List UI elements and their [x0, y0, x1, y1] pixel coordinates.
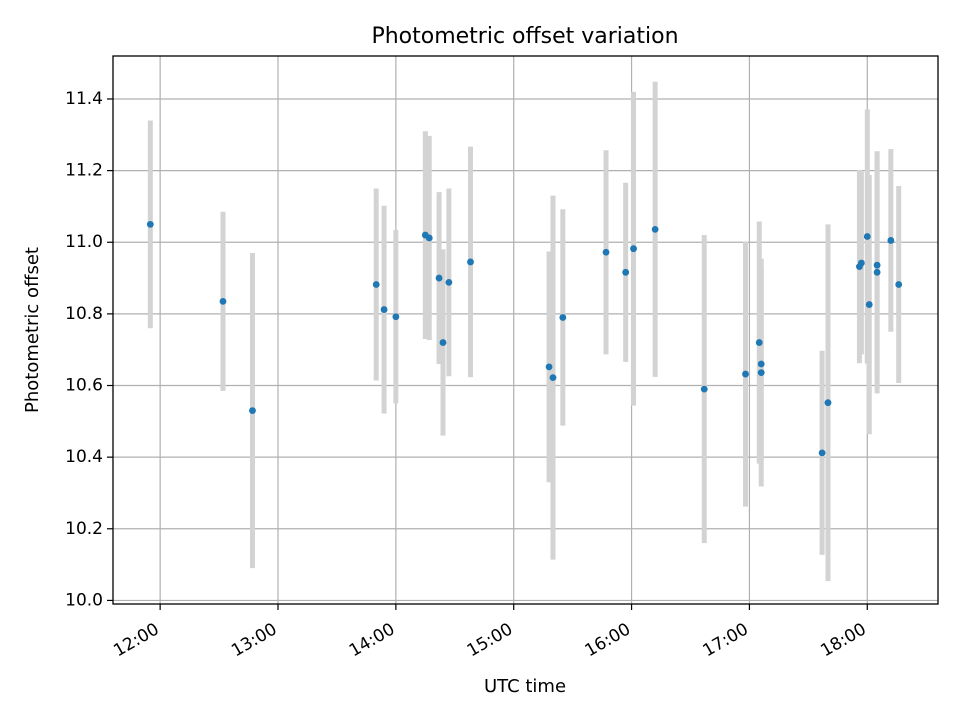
data-point: [445, 278, 453, 286]
data-point: [873, 268, 881, 276]
data-point: [873, 261, 881, 269]
data-point: [757, 369, 765, 377]
data-point: [742, 370, 749, 378]
data-point: [824, 399, 832, 407]
chart-title: Photometric offset variation: [371, 24, 678, 49]
data-points: [146, 220, 903, 457]
y-tick-label: 10.2: [65, 519, 103, 539]
data-point: [863, 233, 871, 240]
data-point: [392, 313, 400, 321]
y-tick-label: 10.0: [65, 590, 103, 610]
data-point: [425, 234, 433, 242]
data-point: [146, 220, 154, 228]
data-point: [700, 385, 708, 393]
y-tick-label: 11.2: [65, 161, 103, 181]
y-tick-label: 10.8: [65, 304, 103, 324]
data-point: [467, 258, 474, 266]
data-point: [249, 407, 256, 414]
y-tick-label: 10.4: [65, 447, 103, 467]
data-point: [865, 301, 873, 308]
data-point: [219, 297, 227, 305]
data-point: [757, 360, 765, 368]
y-tick-label: 11.0: [65, 232, 103, 252]
data-point: [439, 339, 447, 346]
data-point: [622, 268, 630, 276]
data-point: [435, 274, 443, 282]
y-axis-label: Photometric offset: [22, 247, 43, 413]
data-point: [857, 259, 865, 267]
data-point: [372, 281, 380, 288]
data-point: [630, 245, 637, 253]
x-axis-label: UTC time: [484, 676, 566, 697]
data-point: [559, 314, 567, 321]
data-point: [549, 374, 557, 382]
data-point: [651, 225, 659, 233]
plot-frame: [112, 55, 939, 605]
data-point: [887, 237, 895, 244]
data-point: [818, 449, 826, 457]
data-point: [895, 281, 903, 288]
data-point: [380, 306, 388, 313]
data-point: [602, 248, 610, 256]
data-point: [755, 339, 763, 346]
y-tick-label: 11.4: [65, 89, 103, 109]
y-tick-label: 10.6: [65, 376, 103, 396]
data-point: [545, 363, 553, 371]
